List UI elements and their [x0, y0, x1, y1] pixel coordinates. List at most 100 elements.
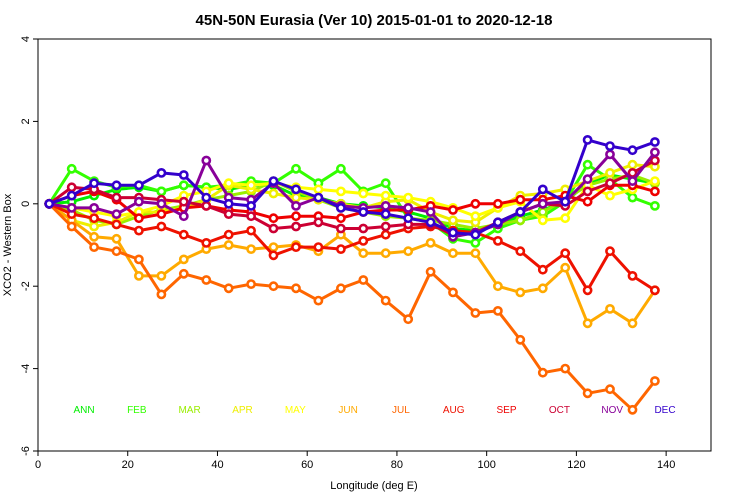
data-point [268, 250, 279, 261]
legend-item-may: MAY [285, 405, 306, 416]
y-tick-label: 4 [20, 36, 32, 42]
data-point [223, 229, 234, 240]
data-point [223, 209, 234, 219]
series-aug [44, 198, 660, 296]
legend-item-jul: JUL [392, 405, 410, 416]
data-point [582, 159, 593, 170]
legend-item-aug: AUG [443, 405, 465, 416]
data-point [246, 225, 256, 236]
x-tick-label: 100 [477, 459, 495, 471]
data-point [291, 163, 301, 174]
data-point [560, 213, 571, 224]
data-point [470, 248, 481, 259]
data-point [560, 196, 571, 207]
data-point [178, 196, 189, 207]
data-point [66, 221, 77, 232]
data-point [178, 254, 189, 265]
y-tick-label: 2 [20, 118, 32, 124]
x-axis-label: Longitude (deg E) [330, 480, 417, 492]
data-point [201, 275, 212, 285]
data-point [650, 176, 660, 186]
axis-ticks: 0 20 40 60 80 100 120 140 -6 -4 -2 0 2 4 [20, 36, 675, 471]
data-point [627, 270, 638, 281]
data-point [111, 219, 122, 230]
data-point [178, 180, 189, 191]
data-point [156, 221, 167, 232]
data-point [403, 213, 414, 224]
data-point [627, 159, 638, 170]
data-point [537, 264, 548, 275]
data-point [515, 246, 526, 257]
data-point [380, 221, 391, 232]
series-line [48, 179, 656, 222]
data-point [380, 295, 391, 306]
data-point [605, 384, 615, 395]
legend-item-feb: FEB [127, 405, 147, 416]
series-line [48, 159, 656, 237]
data-point [537, 198, 548, 209]
series-line [47, 163, 656, 245]
data-point [605, 190, 615, 201]
data-point [335, 186, 346, 197]
data-point [627, 404, 638, 415]
data-point [560, 363, 571, 374]
data-point [291, 211, 301, 222]
legend-item-oct: OCT [549, 405, 570, 416]
data-point [111, 233, 122, 244]
series-jul [44, 198, 660, 415]
data-point [403, 314, 414, 325]
data-point [268, 223, 279, 234]
data-point [582, 196, 593, 207]
data-point [156, 167, 167, 178]
data-point [515, 207, 526, 217]
data-point [560, 262, 571, 273]
data-point [246, 211, 256, 222]
data-point [313, 217, 324, 228]
data-point [470, 237, 481, 248]
series-line [48, 151, 657, 239]
data-point [582, 134, 593, 145]
data-point [201, 192, 212, 203]
data-point [448, 205, 458, 215]
data-point [380, 190, 391, 201]
data-point [89, 213, 99, 224]
data-point [268, 188, 279, 199]
legend-item-mar: MAR [178, 405, 200, 416]
data-point [246, 200, 256, 211]
data-point [66, 202, 77, 213]
legend: ANN FEB MAR APR MAY JUN JUL AUG SEP OCT NOV DEC [73, 405, 675, 416]
data-point [89, 221, 99, 232]
data-point [650, 137, 660, 147]
data-point [627, 318, 638, 329]
data-point [492, 235, 503, 246]
data-point [156, 198, 167, 209]
data-point [403, 246, 414, 257]
data-point [425, 237, 436, 248]
data-point [448, 227, 458, 238]
data-point [178, 211, 189, 222]
data-point [133, 213, 144, 224]
y-tick-label: -4 [20, 364, 32, 374]
data-point [313, 295, 324, 306]
data-point [133, 196, 144, 207]
data-point [627, 192, 638, 203]
data-point [605, 303, 615, 314]
data-point [492, 198, 503, 209]
data-point [582, 285, 593, 296]
data-point [515, 287, 526, 298]
data-point [448, 248, 458, 259]
data-point [605, 149, 615, 160]
data-point [156, 289, 167, 300]
data-point [358, 235, 369, 246]
data-point [178, 170, 189, 180]
data-point [537, 215, 548, 226]
data-point [448, 215, 458, 226]
x-tick-label: 0 [35, 459, 41, 471]
data-point [178, 268, 189, 279]
data-point [605, 167, 615, 178]
data-point [291, 184, 301, 195]
legend-item-dec: DEC [654, 405, 675, 416]
data-point [66, 190, 77, 201]
data-point [268, 242, 279, 252]
data-point [111, 209, 122, 219]
